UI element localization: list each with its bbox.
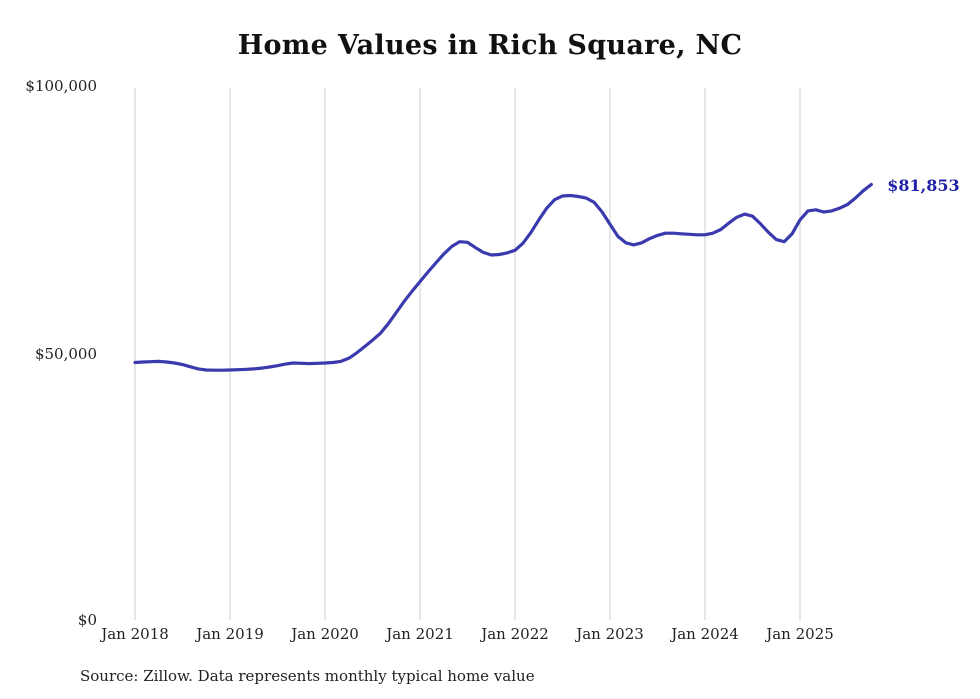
x-tick-label: Jan 2022 <box>481 625 549 643</box>
y-tick-label: $50,000 <box>34 345 97 363</box>
y-tick-label: $100,000 <box>25 77 97 95</box>
x-tick-label: Jan 2018 <box>101 625 169 643</box>
x-tick-label: Jan 2021 <box>386 625 454 643</box>
chart-title: Home Values in Rich Square, NC <box>237 30 743 61</box>
source-note: Source: Zillow. Data represents monthly … <box>80 667 535 685</box>
x-tick-label: Jan 2023 <box>576 625 644 643</box>
x-tick-label: Jan 2024 <box>671 625 739 643</box>
gridlines <box>134 88 801 620</box>
x-tick-label: Jan 2019 <box>196 625 264 643</box>
end-value-label: $81,853 <box>887 175 960 195</box>
x-tick-label: Jan 2020 <box>291 625 359 643</box>
y-tick-label: $0 <box>77 611 97 629</box>
value-line <box>133 182 873 372</box>
x-tick-label: Jan 2025 <box>766 625 834 643</box>
